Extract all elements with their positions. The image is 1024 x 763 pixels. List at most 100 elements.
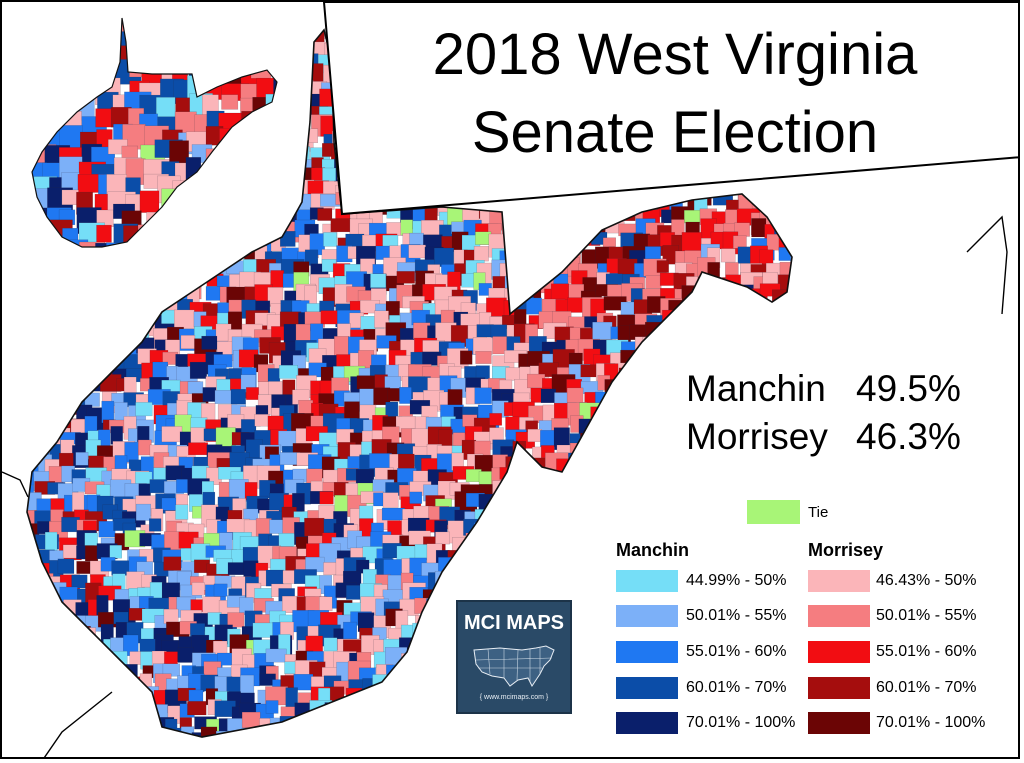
- precinct: [44, 82, 64, 102]
- precinct: [435, 531, 450, 545]
- precinct: [253, 211, 269, 234]
- precinct: [304, 517, 325, 537]
- precinct: [149, 273, 173, 297]
- precinct: [530, 491, 546, 508]
- precinct: [27, 440, 44, 455]
- precinct: [384, 715, 397, 731]
- precinct: [27, 53, 45, 78]
- precinct: [45, 402, 66, 427]
- precinct: [27, 719, 40, 735]
- precinct: [582, 504, 600, 525]
- precinct: [618, 492, 637, 509]
- precinct: [217, 185, 240, 209]
- precinct: [761, 468, 778, 482]
- result-morrisey: Morrisey 46.3%: [686, 416, 961, 458]
- precinct: [44, 375, 64, 393]
- precinct: [570, 610, 587, 634]
- precinct: [646, 442, 669, 459]
- precinct: [36, 665, 55, 684]
- precinct: [223, 170, 245, 200]
- legend-manchin-swatch-2: [616, 605, 678, 627]
- precinct: [582, 479, 597, 503]
- precinct: [793, 263, 812, 277]
- precinct: [725, 323, 744, 344]
- precinct: [634, 393, 650, 414]
- precinct: [206, 59, 236, 84]
- precinct: [570, 545, 591, 561]
- precinct: [749, 729, 766, 737]
- precinct: [565, 719, 579, 736]
- precinct: [27, 626, 44, 643]
- precinct: [174, 18, 191, 38]
- precinct: [214, 233, 230, 247]
- precinct: [36, 366, 60, 380]
- precinct: [122, 284, 138, 298]
- precinct: [414, 648, 432, 669]
- precinct: [64, 30, 79, 45]
- precinct: [479, 570, 498, 592]
- precinct: [125, 28, 149, 46]
- precinct: [465, 532, 487, 548]
- precinct: [592, 193, 608, 212]
- precinct: [409, 491, 423, 504]
- precinct: [595, 652, 619, 675]
- precinct: [765, 197, 783, 219]
- precinct: [700, 624, 724, 645]
- precinct: [98, 521, 116, 538]
- precinct: [491, 569, 514, 593]
- precinct: [221, 196, 243, 223]
- precinct: [655, 481, 672, 504]
- precinct: [334, 336, 349, 358]
- precinct: [411, 705, 433, 724]
- precinct: [36, 392, 54, 405]
- precinct: [86, 718, 104, 735]
- precinct: [179, 207, 203, 226]
- precinct: [269, 141, 289, 163]
- precinct: [752, 701, 770, 716]
- precinct: [543, 480, 560, 501]
- precinct: [135, 503, 151, 521]
- precinct: [73, 310, 91, 329]
- precinct: [388, 706, 402, 720]
- precinct: [424, 729, 439, 737]
- precinct: [33, 18, 59, 36]
- precinct: [163, 608, 179, 624]
- precinct: [750, 299, 768, 312]
- precinct: [699, 510, 716, 532]
- precinct: [554, 245, 573, 266]
- precinct: [272, 39, 295, 58]
- precinct: [636, 498, 656, 512]
- precinct: [250, 140, 276, 168]
- precinct: [32, 65, 57, 81]
- precinct: [382, 492, 399, 508]
- precinct: [529, 530, 548, 548]
- precinct: [426, 625, 443, 645]
- precinct: [592, 321, 613, 340]
- precinct: [241, 130, 265, 146]
- precinct: [686, 341, 699, 355]
- precinct: [27, 652, 36, 677]
- precinct: [129, 45, 156, 66]
- precinct: [241, 110, 266, 127]
- precinct: [565, 468, 584, 488]
- precinct: [47, 257, 61, 279]
- precinct: [672, 466, 692, 488]
- precinct: [74, 354, 88, 371]
- precinct: [619, 504, 634, 524]
- precinct: [778, 732, 792, 737]
- precinct: [72, 639, 87, 658]
- precinct: [791, 341, 792, 360]
- precinct: [437, 726, 452, 737]
- precinct: [412, 636, 426, 654]
- precinct: [334, 726, 348, 737]
- precinct: [163, 556, 182, 571]
- precinct: [27, 570, 32, 587]
- precinct: [528, 210, 541, 229]
- precinct: [203, 220, 220, 236]
- precinct: [686, 521, 707, 536]
- precinct: [766, 302, 782, 317]
- precinct: [695, 324, 718, 345]
- precinct: [324, 702, 347, 723]
- precinct: [57, 335, 81, 349]
- precinct: [687, 300, 701, 322]
